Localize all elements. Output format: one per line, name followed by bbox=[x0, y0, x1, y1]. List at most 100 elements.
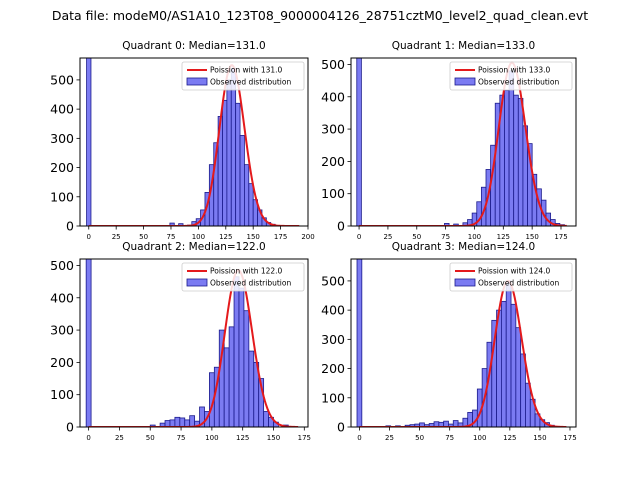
axes-frame bbox=[79, 258, 309, 428]
histogram-bar bbox=[501, 300, 507, 427]
histogram-bar bbox=[238, 287, 245, 427]
x-tick-label: 0 bbox=[86, 434, 90, 442]
legend-label-poisson: Poission with 131.0 bbox=[210, 66, 283, 75]
x-tick-label: 50 bbox=[146, 434, 155, 442]
legend-label-observed: Observed distribution bbox=[210, 78, 291, 87]
y-tick-label: 300 bbox=[321, 122, 345, 137]
legend-label-observed: Observed distribution bbox=[478, 279, 559, 288]
x-tick-label: 200 bbox=[301, 233, 314, 241]
x-tick-label: 25 bbox=[383, 233, 392, 241]
legend-label-observed: Observed distribution bbox=[478, 78, 559, 87]
y-tick-label: 500 bbox=[50, 258, 74, 273]
chart-quadrant-2: Quadrant 2: Median=122.00100200300400500… bbox=[50, 241, 311, 442]
y-tick-label: 0 bbox=[337, 219, 345, 234]
histogram-bar bbox=[520, 353, 526, 427]
x-tick-label: 0 bbox=[357, 233, 361, 241]
legend-bar-swatch bbox=[186, 77, 208, 86]
y-tick-label: 400 bbox=[321, 89, 345, 104]
histogram-bar bbox=[235, 102, 241, 226]
histogram-bar bbox=[85, 259, 92, 427]
x-tick-label: 0 bbox=[357, 434, 361, 442]
histogram-bar bbox=[230, 67, 237, 226]
histogram-bar bbox=[243, 310, 250, 427]
x-tick-label: 150 bbox=[525, 233, 538, 241]
legend: Poission with 124.0 Observed distribution bbox=[449, 262, 573, 292]
bars bbox=[86, 58, 276, 226]
histogram-bar bbox=[179, 417, 186, 427]
x-tick-label: 175 bbox=[554, 233, 567, 241]
y-tick-label: 200 bbox=[50, 160, 74, 175]
axes-frame bbox=[350, 57, 577, 227]
y-tick-label: 500 bbox=[321, 273, 345, 288]
figure-title: Data file: modeM0/AS1A10_123T08_90000041… bbox=[52, 8, 588, 23]
x-tick-label: 100 bbox=[192, 233, 205, 241]
histogram-bar bbox=[510, 303, 517, 427]
x-tick-label: 75 bbox=[445, 434, 454, 442]
y-tick-label: 0 bbox=[337, 420, 345, 435]
y-tick-label: 300 bbox=[50, 131, 74, 146]
histogram-bar bbox=[508, 70, 515, 226]
y-tick-label: 100 bbox=[321, 186, 345, 201]
poisson-curve bbox=[88, 64, 300, 226]
poisson-curve bbox=[359, 279, 567, 427]
y-tick-label: 200 bbox=[321, 361, 345, 376]
legend-box bbox=[449, 262, 573, 292]
histogram-bar bbox=[515, 327, 522, 427]
x-tick-label: 125 bbox=[497, 233, 510, 241]
histogram-bar bbox=[174, 416, 181, 427]
y-tick-label: 400 bbox=[321, 303, 345, 318]
legend: Poission with 131.0 Observed distribution bbox=[181, 61, 305, 91]
panel-title: Quadrant 1: Median=133.0 bbox=[392, 40, 535, 52]
x-tick-label: 125 bbox=[219, 233, 232, 241]
x-tick-label: 50 bbox=[415, 434, 424, 442]
y-tick-label: 400 bbox=[50, 102, 74, 117]
histogram-bar bbox=[233, 276, 240, 427]
histogram-bar bbox=[505, 280, 512, 427]
panel-title: Quadrant 2: Median=122.0 bbox=[122, 241, 265, 253]
axes-frame bbox=[350, 258, 577, 428]
legend-box bbox=[181, 262, 305, 292]
x-tick-label: 75 bbox=[441, 233, 450, 241]
panel-title: Quadrant 3: Median=124.0 bbox=[392, 241, 535, 253]
y-tick-label: 300 bbox=[321, 332, 345, 347]
chart-quadrant-0: Quadrant 0: Median=131.0 0 100 200 300 400 500… bbox=[50, 40, 315, 241]
histogram-bar bbox=[356, 58, 362, 226]
histogram-bar bbox=[86, 58, 92, 226]
histogram-bar bbox=[444, 223, 450, 226]
legend-label-poisson: Poission with 122.0 bbox=[210, 267, 283, 276]
histogram-bar bbox=[504, 89, 510, 226]
y-tick-label: 200 bbox=[50, 355, 74, 370]
histogram-bar bbox=[223, 347, 230, 427]
x-tick-label: 75 bbox=[177, 434, 186, 442]
x-tick-label: 100 bbox=[205, 434, 218, 442]
y-tick-label: 100 bbox=[321, 390, 345, 405]
histogram-bar bbox=[248, 350, 255, 427]
y-tick-label: 300 bbox=[50, 323, 74, 338]
x-tick-label: 150 bbox=[533, 434, 546, 442]
panel-title: Quadrant 0: Median=131.0 bbox=[122, 40, 265, 52]
x-tick-label: 175 bbox=[274, 233, 287, 241]
histogram-bar bbox=[517, 97, 524, 226]
bars bbox=[356, 58, 565, 226]
x-tick-label: 25 bbox=[115, 434, 124, 442]
x-tick-label: 150 bbox=[247, 233, 260, 241]
y-tick-label: 0 bbox=[66, 219, 74, 234]
y-tick-label: 100 bbox=[50, 387, 74, 402]
histogram-bar bbox=[263, 411, 269, 427]
y-tick-label: 500 bbox=[50, 72, 74, 87]
histogram-bar bbox=[226, 79, 232, 226]
legend-bar-swatch bbox=[186, 278, 208, 287]
x-tick-label: 25 bbox=[385, 434, 394, 442]
x-tick-label: 175 bbox=[298, 434, 311, 442]
y-tick-label: 0 bbox=[66, 420, 74, 435]
histogram-bar bbox=[239, 135, 245, 226]
legend: Poission with 133.0 Observed distribution bbox=[449, 61, 573, 91]
x-tick-label: 100 bbox=[468, 233, 481, 241]
legend-label-observed: Observed distribution bbox=[210, 279, 291, 288]
histogram-bar bbox=[169, 419, 176, 427]
chart-panels: Quadrant 0: Median=131.00100200300400500… bbox=[50, 40, 577, 442]
histogram-bar bbox=[222, 99, 228, 226]
poisson-curve bbox=[88, 269, 299, 427]
legend-box bbox=[449, 61, 573, 91]
